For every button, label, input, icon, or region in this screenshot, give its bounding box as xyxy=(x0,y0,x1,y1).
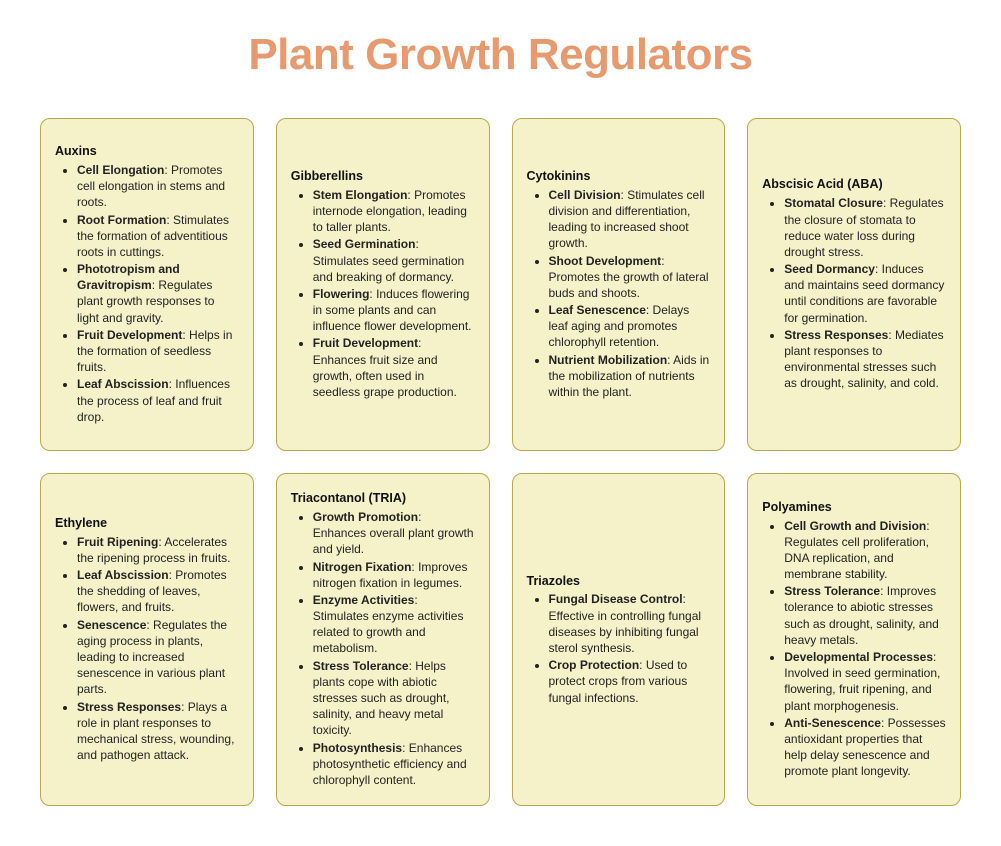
regulator-card: Abscisic Acid (ABA) Stomatal Closure: Reg… xyxy=(747,118,961,451)
card-item: Root Formation: Stimulates the formation… xyxy=(77,212,239,261)
card-item-label: Enzyme Activities xyxy=(313,593,415,607)
card-item-label: Nitrogen Fixation xyxy=(313,560,412,574)
card-item-list: Cell Division: Stimulates cell division … xyxy=(527,187,711,400)
card-title: Ethylene xyxy=(55,515,239,532)
card-item: Stress Tolerance: Helps plants cope with… xyxy=(313,658,475,739)
card-item-label: Cell Growth and Division xyxy=(784,519,926,533)
card-item-label: Leaf Abscission xyxy=(77,568,169,582)
card-item-list: Cell Growth and Division: Regulates cell… xyxy=(762,518,946,780)
card-item-label: Flowering xyxy=(313,287,370,301)
card-item: Photosynthesis: Enhances photosynthetic … xyxy=(313,740,475,789)
card-item: Nitrogen Fixation: Improves nitrogen fix… xyxy=(313,559,475,591)
card-item-label: Fruit Ripening xyxy=(77,535,158,549)
card-item: Cell Division: Stimulates cell division … xyxy=(549,187,711,252)
card-title: Polyamines xyxy=(762,499,946,516)
card-item: Growth Promotion: Enhances overall plant… xyxy=(313,509,475,558)
card-item-label: Cell Elongation xyxy=(77,163,164,177)
regulator-card: Polyamines Cell Growth and Division: Regu… xyxy=(747,473,961,806)
card-item-list: Cell Elongation: Promotes cell elongatio… xyxy=(55,162,239,425)
card-item-label: Leaf Abscission xyxy=(77,377,169,391)
card-item-label: Growth Promotion xyxy=(313,510,418,524)
card-inner: Cytokinins Cell Division: Stimulates cell… xyxy=(527,168,711,401)
card-item: Fruit Ripening: Accelerates the ripening… xyxy=(77,534,239,566)
regulator-card: Triacontanol (TRIA) Growth Promotion: Enh… xyxy=(276,473,490,806)
card-item-label: Stem Elongation xyxy=(313,188,408,202)
card-item: Stress Responses: Mediates plant respons… xyxy=(784,327,946,392)
card-item: Enzyme Activities: Stimulates enzyme act… xyxy=(313,592,475,657)
card-item-label: Shoot Development xyxy=(549,254,662,268)
card-item-list: Fungal Disease Control: Effective in con… xyxy=(527,591,711,705)
card-item-label: Senescence xyxy=(77,618,146,632)
card-title: Triacontanol (TRIA) xyxy=(291,490,475,507)
card-inner: Gibberellins Stem Elongation: Promotes in… xyxy=(291,168,475,401)
card-item: Senescence: Regulates the aging process … xyxy=(77,617,239,698)
card-item-label: Fruit Development xyxy=(77,328,182,342)
card-item-label: Cell Division xyxy=(549,188,621,202)
card-item-label: Crop Protection xyxy=(549,658,640,672)
card-inner: Ethylene Fruit Ripening: Accelerates the … xyxy=(55,515,239,765)
card-item-label: Fruit Development xyxy=(313,336,418,350)
card-item: Fruit Development: Enhances fruit size a… xyxy=(313,335,475,400)
page-title: Plant Growth Regulators xyxy=(40,30,961,80)
card-item: Stress Responses: Plays a role in plant … xyxy=(77,699,239,764)
card-item: Seed Dormancy: Induces and maintains see… xyxy=(784,261,946,326)
card-item-label: Photosynthesis xyxy=(313,741,402,755)
regulator-card: Cytokinins Cell Division: Stimulates cell… xyxy=(512,118,726,451)
card-item: Stomatal Closure: Regulates the closure … xyxy=(784,195,946,260)
card-item-label: Stomatal Closure xyxy=(784,196,883,210)
card-item: Crop Protection: Used to protect crops f… xyxy=(549,657,711,706)
card-inner: Triacontanol (TRIA) Growth Promotion: Enh… xyxy=(291,490,475,789)
card-item-label: Nutrient Mobilization xyxy=(549,353,668,367)
card-inner: Auxins Cell Elongation: Promotes cell elo… xyxy=(55,143,239,426)
card-item-label: Anti-Senescence xyxy=(784,716,881,730)
card-item: Stem Elongation: Promotes internode elon… xyxy=(313,187,475,236)
card-item-list: Stem Elongation: Promotes internode elon… xyxy=(291,187,475,400)
card-inner: Abscisic Acid (ABA) Stomatal Closure: Reg… xyxy=(762,176,946,392)
card-item: Seed Germination: Stimulates seed germin… xyxy=(313,236,475,285)
card-item-label: Stress Tolerance xyxy=(784,584,880,598)
card-item: Nutrient Mobilization: Aids in the mobil… xyxy=(549,352,711,401)
card-item-label: Stress Responses xyxy=(784,328,888,342)
card-item: Leaf Senescence: Delays leaf aging and p… xyxy=(549,302,711,351)
card-item: Developmental Processes: Involved in see… xyxy=(784,649,946,714)
card-item-label: Fungal Disease Control xyxy=(549,592,683,606)
card-item: Flowering: Induces flowering in some pla… xyxy=(313,286,475,335)
card-item-label: Root Formation xyxy=(77,213,166,227)
card-title: Gibberellins xyxy=(291,168,475,185)
card-item: Phototropism and Gravitropism: Regulates… xyxy=(77,261,239,326)
card-item-list: Fruit Ripening: Accelerates the ripening… xyxy=(55,534,239,764)
card-item-label: Stress Responses xyxy=(77,700,181,714)
cards-grid: Auxins Cell Elongation: Promotes cell elo… xyxy=(40,118,961,806)
card-item: Cell Growth and Division: Regulates cell… xyxy=(784,518,946,583)
regulator-card: TriazolesFungal Disease Control: Effecti… xyxy=(512,473,726,806)
card-title: Abscisic Acid (ABA) xyxy=(762,176,946,193)
card-item: Anti-Senescence: Possesses antioxidant p… xyxy=(784,715,946,780)
card-item-label: Developmental Processes xyxy=(784,650,933,664)
card-title: Cytokinins xyxy=(527,168,711,185)
card-title: Triazoles xyxy=(527,573,711,590)
card-item: Stress Tolerance: Improves tolerance to … xyxy=(784,583,946,648)
card-item: Leaf Abscission: Promotes the shedding o… xyxy=(77,567,239,616)
card-item-list: Growth Promotion: Enhances overall plant… xyxy=(291,509,475,788)
card-title: Auxins xyxy=(55,143,239,160)
card-inner: TriazolesFungal Disease Control: Effecti… xyxy=(527,573,711,707)
card-item-label: Seed Germination xyxy=(313,237,416,251)
card-item-label: Seed Dormancy xyxy=(784,262,875,276)
card-inner: Polyamines Cell Growth and Division: Regu… xyxy=(762,499,946,781)
card-item-list: Stomatal Closure: Regulates the closure … xyxy=(762,195,946,391)
regulator-card: Ethylene Fruit Ripening: Accelerates the … xyxy=(40,473,254,806)
card-item-label: Stress Tolerance xyxy=(313,659,409,673)
card-item: Shoot Development: Promotes the growth o… xyxy=(549,253,711,302)
card-item-label: Leaf Senescence xyxy=(549,303,646,317)
card-item: Fungal Disease Control: Effective in con… xyxy=(549,591,711,656)
regulator-card: Auxins Cell Elongation: Promotes cell elo… xyxy=(40,118,254,451)
card-item: Leaf Abscission: Influences the process … xyxy=(77,376,239,425)
card-item: Cell Elongation: Promotes cell elongatio… xyxy=(77,162,239,211)
card-item: Fruit Development: Helps in the formatio… xyxy=(77,327,239,376)
regulator-card: Gibberellins Stem Elongation: Promotes in… xyxy=(276,118,490,451)
